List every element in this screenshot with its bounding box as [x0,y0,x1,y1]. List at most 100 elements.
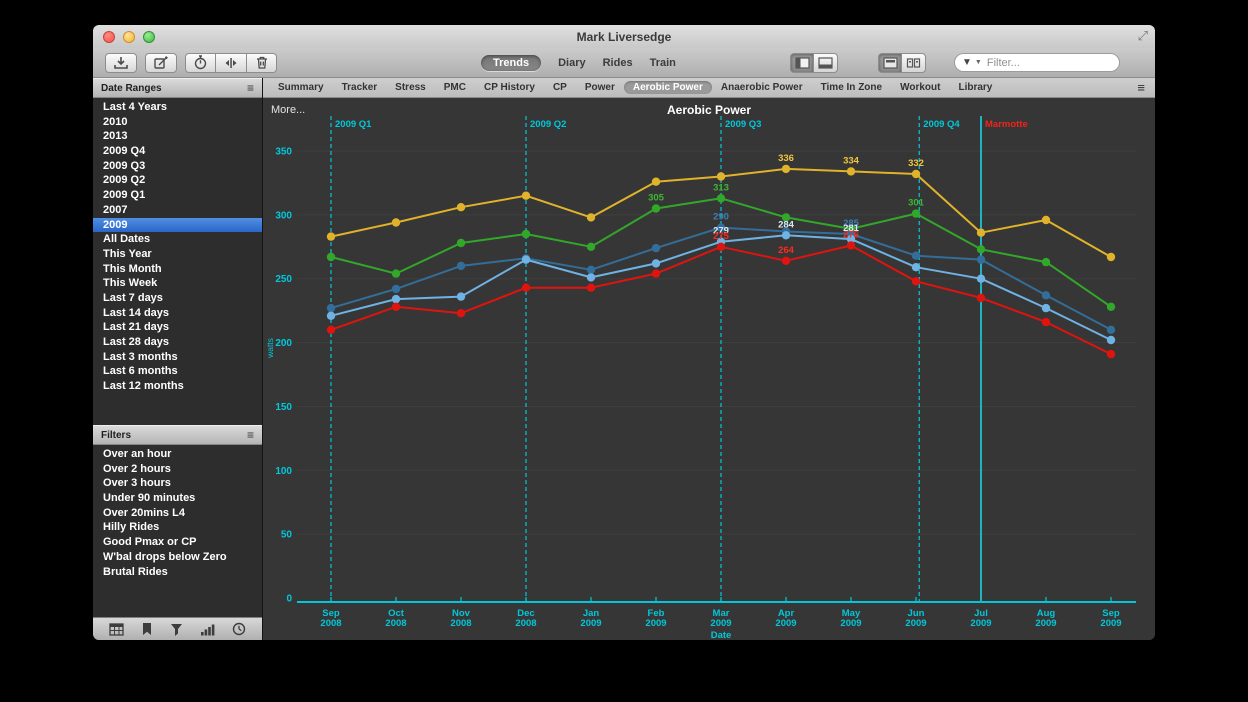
segment-rides[interactable]: Rides [602,56,633,69]
date-range-item-2009-q3[interactable]: 2009 Q3 [103,159,146,172]
date-range-item-2009-q2[interactable]: 2009 Q2 [103,174,146,187]
segment-trends[interactable]: Trends [481,54,542,71]
date-range-item-this-week[interactable]: This Week [103,277,158,290]
manual-activity-button[interactable] [145,52,177,73]
tab-cp-history[interactable]: CP History [483,82,535,93]
segment-train[interactable]: Train [649,56,676,69]
stopwatch-button[interactable] [185,52,216,73]
x-tick-label: Jan 2009 [580,608,601,629]
data-point-yellow [326,232,336,241]
data-point-green [456,238,466,248]
tab-summary[interactable]: Summary [278,82,324,93]
date-range-item-last-14-days[interactable]: Last 14 days [103,306,170,319]
x-tick-label: Mar 2009 [710,608,731,629]
date-range-item-last-3-months[interactable]: Last 3 months [103,350,178,363]
close-window-button[interactable] [103,31,115,43]
point-label-green: 313 [713,182,729,193]
download-button[interactable] [105,52,137,73]
date-range-item-2009-q1[interactable]: 2009 Q1 [103,189,146,202]
y-axis-label: watts [265,338,275,359]
data-point-green [781,213,791,222]
date-range-item-2009[interactable]: 2009 [93,217,262,233]
date-range-item-all-dates[interactable]: All Dates [103,233,151,246]
data-point-red [651,269,661,278]
date-range-item-2007[interactable]: 2007 [103,203,128,216]
single-view-button[interactable] [878,52,902,73]
filter-item-under-90-minutes[interactable]: Under 90 minutes [103,492,196,505]
date-range-item-2013[interactable]: 2013 [103,130,128,143]
data-point-red [716,242,726,251]
date-range-item-2010[interactable]: 2010 [103,115,128,128]
filter-item-over-20mins-l4[interactable]: Over 20mins L4 [103,506,185,519]
tab-stress[interactable]: Stress [395,82,426,93]
download-icon [113,56,129,70]
data-point-light-blue [391,294,401,304]
date-ranges-header: Date Ranges ≡ [93,78,262,98]
date-ranges-menu-icon[interactable]: ≡ [246,81,254,95]
split-activity-button[interactable] [216,52,247,73]
date-range-item-last-4-years[interactable]: Last 4 Years [103,101,168,113]
aerobic-power-chart: 0 50 100 150 200 250 300 350 watts Sep 2008 Oct 2008… [265,116,1136,640]
point-label-light-blue: 284 [778,219,795,230]
filter-item-over-2-hours[interactable]: Over 2 hours [103,462,171,475]
summary-table-icon[interactable] [109,622,124,636]
tab-tracker[interactable]: Tracker [341,82,378,93]
date-range-item-last-12-months[interactable]: Last 12 months [103,380,184,393]
tab-workout[interactable]: Workout [900,82,941,93]
filter-item-good-pmax-or-cp[interactable]: Good Pmax or CP [103,536,197,549]
data-point-light-blue [781,231,791,240]
filter-funnel-icon[interactable] [170,623,183,636]
point-label-green: 305 [648,193,665,204]
stopwatch-icon [193,55,208,70]
minimize-window-button[interactable] [123,31,135,43]
date-ranges-title: Date Ranges [101,82,162,94]
bar-chart-icon[interactable] [200,623,215,636]
filters-list: Over an hour Over 2 hours Over 3 hours Unde… [93,445,262,617]
delete-button[interactable] [247,52,277,73]
date-range-item-2009-q4[interactable]: 2009 Q4 [103,145,146,158]
bookmark-icon[interactable] [141,622,153,636]
fullscreen-icon[interactable]: ⤢ [1137,28,1148,43]
data-point-red [326,325,336,334]
data-point-yellow [456,203,466,212]
tab-cp[interactable]: CP [552,82,567,93]
bottom-pane-toggle-button[interactable] [814,52,838,73]
data-point-yellow [521,191,531,200]
filter-item-hilly-rides[interactable]: Hilly Rides [103,521,160,534]
filter-input[interactable] [984,55,1099,70]
filter-item-over-3-hours[interactable]: Over 3 hours [103,477,171,490]
data-point-light-blue [651,259,661,268]
sidebar-footer [93,617,262,640]
date-range-item-last-6-months[interactable]: Last 6 months [103,365,178,378]
tab-aerobic-power[interactable]: Aerobic Power [623,81,712,94]
tabbar-menu-icon[interactable]: ≡ [1137,80,1145,95]
data-point-light-blue [911,263,921,272]
date-range-item-this-year[interactable]: This Year [103,247,152,260]
filter-item-brutal-rides[interactable]: Brutal Rides [103,565,168,578]
segment-diary[interactable]: Diary [558,56,586,69]
y-tick-label: 100 [275,466,292,477]
panel-toggle-group [790,52,838,73]
sidebar-toggle-button[interactable] [790,52,814,73]
window-title: Mark Liversedge [576,29,672,44]
tab-power[interactable]: Power [584,82,615,93]
date-range-item-last-28-days[interactable]: Last 28 days [103,336,170,348]
date-range-item-last-21-days[interactable]: Last 21 days [103,321,170,334]
zoom-window-button[interactable] [143,31,155,43]
tab-time-in-zone[interactable]: Time In Zone [820,82,883,93]
app-window: Mark Liversedge ⤢ [93,25,1155,640]
filter-item-over-an-hour[interactable]: Over an hour [103,448,172,460]
filter-item-w-bal-drops-below-zero[interactable]: W'bal drops below Zero [103,550,227,563]
tab-library[interactable]: Library [958,82,993,93]
filter-field[interactable]: ▼ ▼ [954,53,1120,72]
date-range-item-last-7-days[interactable]: Last 7 days [103,291,163,304]
data-point-yellow [716,172,726,181]
date-range-item-this-month[interactable]: This Month [103,262,162,275]
clock-icon[interactable] [232,622,246,636]
tiled-view-button[interactable] [902,52,926,73]
tab-anaerobic-power[interactable]: Anaerobic Power [720,82,803,93]
more-link[interactable]: More... [271,104,306,116]
data-point-green [651,204,661,213]
tab-pmc[interactable]: PMC [443,82,466,93]
filters-menu-icon[interactable]: ≡ [246,428,254,442]
